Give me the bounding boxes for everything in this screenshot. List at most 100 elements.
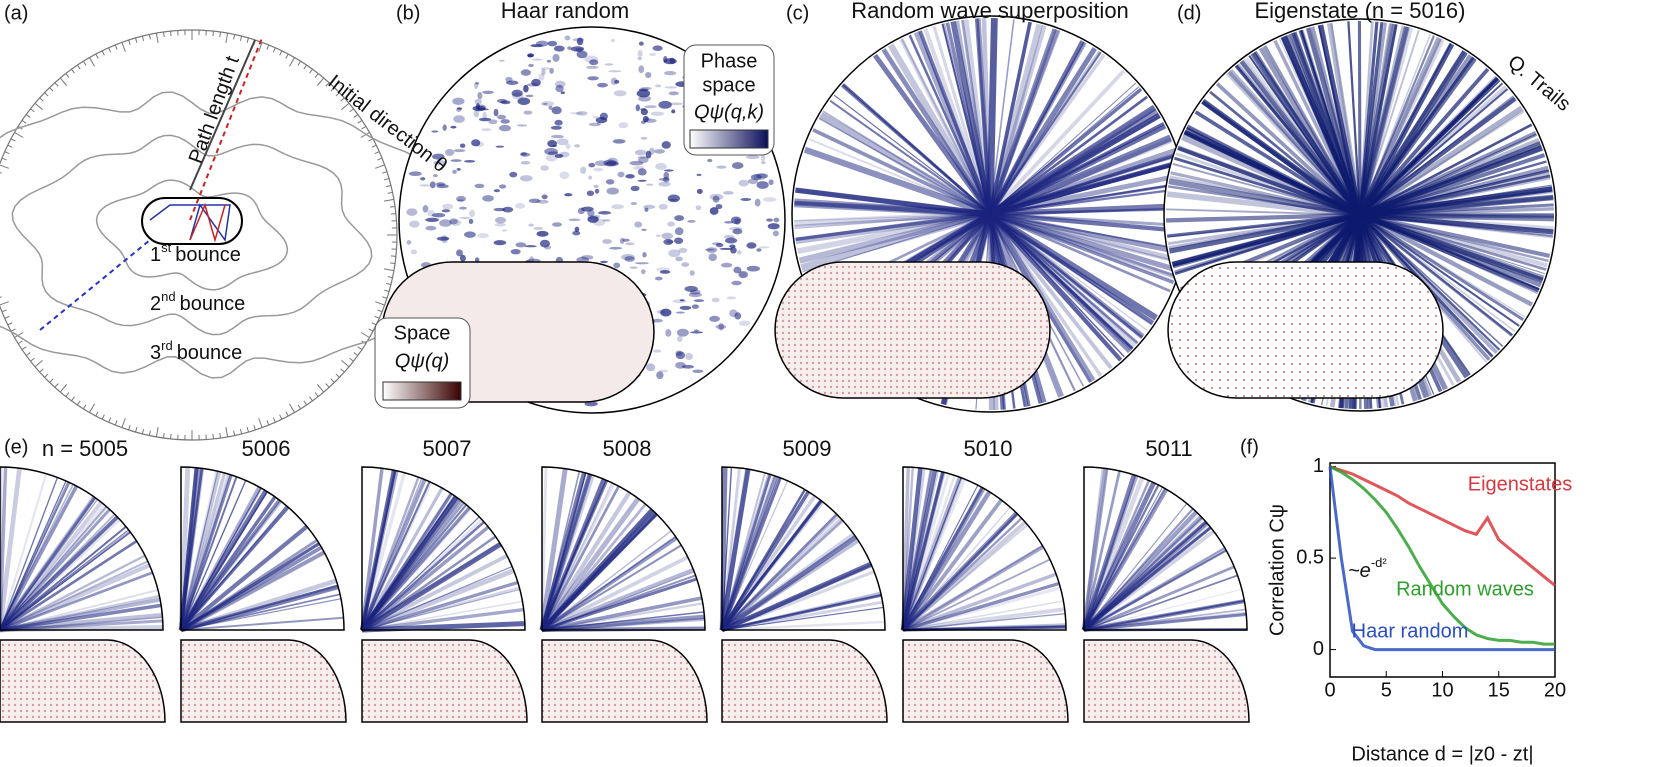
trajectory xyxy=(149,203,231,242)
tick xyxy=(30,357,35,362)
tick xyxy=(340,368,345,373)
texture xyxy=(651,318,663,323)
texture xyxy=(179,471,222,631)
texture xyxy=(1359,213,1547,271)
texture xyxy=(1359,212,1555,222)
tick xyxy=(212,433,214,439)
texture xyxy=(361,518,483,631)
texture xyxy=(525,94,534,98)
texture xyxy=(432,153,445,160)
texture xyxy=(530,44,543,48)
tick xyxy=(303,64,308,70)
texture xyxy=(625,242,635,246)
texture xyxy=(679,305,692,310)
texture xyxy=(1083,486,1163,631)
tick xyxy=(349,108,354,113)
texture xyxy=(546,59,551,63)
texture xyxy=(756,181,769,189)
tick xyxy=(387,191,393,194)
state-label: 5008 xyxy=(603,436,652,461)
texture xyxy=(539,497,641,632)
texture xyxy=(493,240,507,246)
texture xyxy=(1359,169,1550,217)
panel-label: (b) xyxy=(396,2,420,24)
texture xyxy=(1358,35,1435,216)
texture xyxy=(585,65,599,69)
y-axis-label: Correlation Cψ xyxy=(1266,504,1288,636)
texture xyxy=(0,483,74,631)
texture xyxy=(794,211,991,226)
texture xyxy=(494,222,506,227)
tick xyxy=(297,404,302,410)
texture xyxy=(1229,68,1362,217)
tick xyxy=(279,414,283,420)
texture xyxy=(1357,50,1468,217)
texture xyxy=(567,46,572,50)
tick xyxy=(385,282,392,286)
texture xyxy=(721,563,873,632)
texture xyxy=(459,143,466,148)
tick xyxy=(225,33,229,44)
texture xyxy=(613,262,621,269)
texture xyxy=(803,146,992,217)
texture xyxy=(637,155,649,159)
texture xyxy=(902,607,1065,633)
decoration xyxy=(0,15,1557,723)
texture xyxy=(0,480,67,631)
texture xyxy=(1253,50,1362,216)
state-label: 5010 xyxy=(964,436,1013,461)
tick xyxy=(39,368,44,373)
texture xyxy=(901,38,991,215)
texture xyxy=(637,168,647,176)
tick xyxy=(135,427,138,433)
texture xyxy=(360,468,384,631)
texture xyxy=(1359,88,1509,216)
half-stadium xyxy=(902,639,1069,723)
texture xyxy=(659,369,668,373)
texture xyxy=(668,91,679,96)
texture xyxy=(988,112,1161,217)
texture xyxy=(595,116,608,124)
texture xyxy=(1359,212,1551,258)
space-inset xyxy=(1167,261,1444,399)
legend-text: Space xyxy=(394,322,451,344)
texture xyxy=(650,111,665,116)
texture xyxy=(740,197,752,201)
legend-box xyxy=(683,44,775,156)
bounce-label: 2 xyxy=(150,293,161,315)
texture xyxy=(987,47,1097,216)
texture xyxy=(538,73,545,81)
texture xyxy=(695,205,702,211)
texture xyxy=(681,262,690,267)
tick xyxy=(239,35,243,42)
tick xyxy=(316,384,325,393)
texture xyxy=(753,173,767,181)
texture xyxy=(988,87,1143,216)
texture xyxy=(721,480,789,631)
texture xyxy=(606,187,619,195)
half-stadium xyxy=(541,639,708,723)
panel-label: (e) xyxy=(4,436,28,458)
texture xyxy=(469,209,476,218)
texture xyxy=(1082,470,1121,631)
texture xyxy=(517,97,531,106)
texture xyxy=(542,102,548,105)
texture xyxy=(1167,213,1361,246)
state-label: n = 5005 xyxy=(42,436,128,461)
tick xyxy=(371,144,377,148)
texture xyxy=(495,145,505,148)
dash xyxy=(39,239,151,331)
texture xyxy=(180,542,321,632)
texture xyxy=(872,53,993,216)
texture xyxy=(902,581,1060,632)
tick xyxy=(266,420,270,426)
panel-title: Eigenstate (n = 5016) xyxy=(1255,0,1466,23)
texture xyxy=(721,593,882,632)
texture xyxy=(902,558,1051,631)
texture xyxy=(1280,37,1362,216)
texture xyxy=(716,165,727,169)
texture xyxy=(619,237,625,244)
texture xyxy=(794,213,991,229)
texture xyxy=(761,153,766,162)
texture xyxy=(540,101,555,107)
